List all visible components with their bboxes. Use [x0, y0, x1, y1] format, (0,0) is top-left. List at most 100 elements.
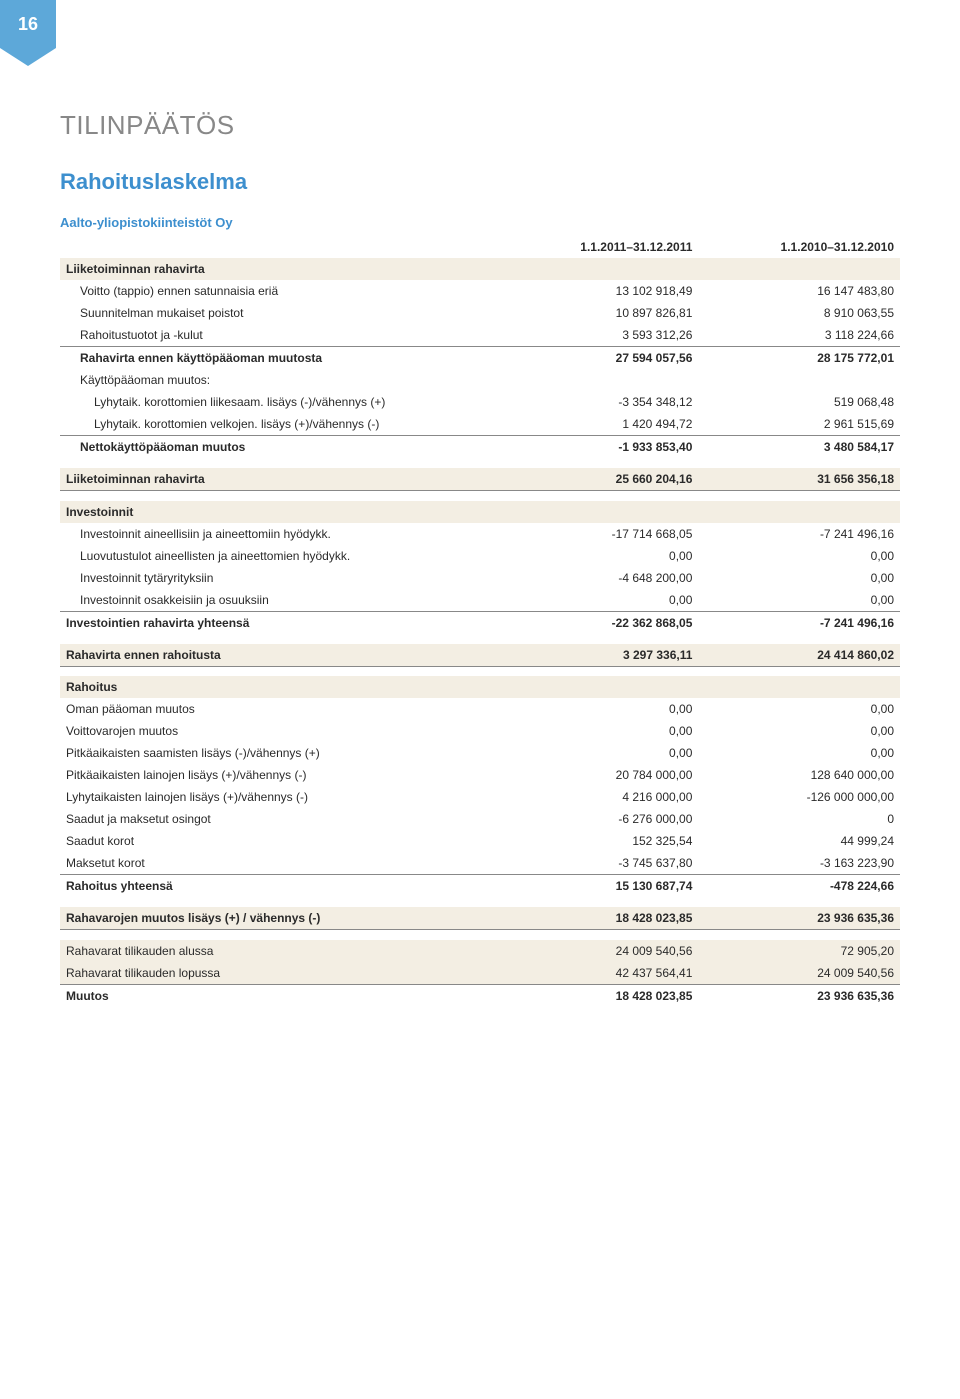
row-label: Pitkäaikaisten saamisten lisäys (-)/vähe…	[60, 742, 497, 764]
row-value-1: 152 325,54	[497, 830, 699, 852]
row-value-1: -17 714 668,05	[497, 523, 699, 545]
row-label: Pitkäaikaisten lainojen lisäys (+)/vähen…	[60, 764, 497, 786]
row-value-1: 13 102 918,49	[497, 280, 699, 302]
page-number: 16	[18, 14, 38, 35]
row-value-2: 23 936 635,36	[698, 984, 900, 1007]
row-value-1: 27 594 057,56	[497, 347, 699, 370]
row-value-1: 20 784 000,00	[497, 764, 699, 786]
table-row: Rahavirta ennen rahoitusta3 297 336,1124…	[60, 644, 900, 667]
report-subtitle: Rahoituslaskelma	[60, 169, 900, 195]
row-value-2: 0,00	[698, 567, 900, 589]
table-row: Maksetut korot-3 745 637,80-3 163 223,90	[60, 852, 900, 875]
row-value-1: 1 420 494,72	[497, 413, 699, 436]
table-row: Liiketoiminnan rahavirta	[60, 258, 900, 280]
table-row: Pitkäaikaisten lainojen lisäys (+)/vähen…	[60, 764, 900, 786]
table-row: Lyhytaik. korottomien liikesaam. lisäys …	[60, 391, 900, 413]
table-row: Nettokäyttöpääoman muutos-1 933 853,403 …	[60, 436, 900, 459]
row-value-1	[497, 501, 699, 523]
row-label: Saadut korot	[60, 830, 497, 852]
row-value-2: -3 163 223,90	[698, 852, 900, 875]
table-row: Liiketoiminnan rahavirta25 660 204,1631 …	[60, 468, 900, 491]
table-row: Luovutustulot aineellisten ja aineettomi…	[60, 545, 900, 567]
row-value-2: -126 000 000,00	[698, 786, 900, 808]
row-value-1: -6 276 000,00	[497, 808, 699, 830]
row-value-1: 4 216 000,00	[497, 786, 699, 808]
table-row: Saadut korot152 325,5444 999,24	[60, 830, 900, 852]
table-row: Rahoitustuotot ja -kulut3 593 312,263 11…	[60, 324, 900, 347]
row-value-1: 18 428 023,85	[497, 984, 699, 1007]
table-row: Voittovarojen muutos0,000,00	[60, 720, 900, 742]
col-header-label	[60, 236, 497, 258]
row-label: Investoinnit osakkeisiin ja osuuksiin	[60, 589, 497, 612]
row-value-1: 18 428 023,85	[497, 907, 699, 930]
table-row: Käyttöpääoman muutos:	[60, 369, 900, 391]
row-value-2: 0,00	[698, 698, 900, 720]
page-content: TILINPÄÄTÖS Rahoituslaskelma Aalto-yliop…	[0, 0, 960, 1057]
row-value-1: 3 297 336,11	[497, 644, 699, 667]
table-row: Lyhytaikaisten lainojen lisäys (+)/vähen…	[60, 786, 900, 808]
table-row	[60, 634, 900, 644]
col-header-period-1: 1.1.2011–31.12.2011	[497, 236, 699, 258]
cashflow-table: 1.1.2011–31.12.2011 1.1.2010–31.12.2010 …	[60, 236, 900, 1007]
row-value-1: 0,00	[497, 742, 699, 764]
row-label: Suunnitelman mukaiset poistot	[60, 302, 497, 324]
table-row: Voitto (tappio) ennen satunnaisia eriä13…	[60, 280, 900, 302]
row-label: Nettokäyttöpääoman muutos	[60, 436, 497, 459]
row-label: Rahavarojen muutos lisäys (+) / vähennys…	[60, 907, 497, 930]
page-number-tab: 16	[0, 0, 56, 48]
row-value-1: 25 660 204,16	[497, 468, 699, 491]
row-label: Rahavarat tilikauden lopussa	[60, 962, 497, 985]
row-value-1: -3 354 348,12	[497, 391, 699, 413]
row-value-2: 72 905,20	[698, 940, 900, 962]
table-row: Rahavarat tilikauden lopussa42 437 564,4…	[60, 962, 900, 985]
row-value-2	[698, 676, 900, 698]
row-value-2: 24 009 540,56	[698, 962, 900, 985]
table-row: Muutos18 428 023,8523 936 635,36	[60, 984, 900, 1007]
row-label: Investointien rahavirta yhteensä	[60, 611, 497, 634]
table-row: Oman pääoman muutos0,000,00	[60, 698, 900, 720]
col-header-period-2: 1.1.2010–31.12.2010	[698, 236, 900, 258]
row-value-1: -22 362 868,05	[497, 611, 699, 634]
row-label: Rahoitus yhteensä	[60, 875, 497, 898]
row-value-1: 0,00	[497, 698, 699, 720]
table-row: Rahavarat tilikauden alussa24 009 540,56…	[60, 940, 900, 962]
table-row: Investoinnit tytäryrityksiin-4 648 200,0…	[60, 567, 900, 589]
row-value-2: 128 640 000,00	[698, 764, 900, 786]
table-row: Lyhytaik. korottomien velkojen. lisäys (…	[60, 413, 900, 436]
table-row: Saadut ja maksetut osingot-6 276 000,000	[60, 808, 900, 830]
row-value-2: 8 910 063,55	[698, 302, 900, 324]
row-label: Rahavarat tilikauden alussa	[60, 940, 497, 962]
table-row: Investointien rahavirta yhteensä-22 362 …	[60, 611, 900, 634]
row-value-1: -4 648 200,00	[497, 567, 699, 589]
row-value-2	[698, 369, 900, 391]
row-label: Saadut ja maksetut osingot	[60, 808, 497, 830]
row-value-2: 0,00	[698, 742, 900, 764]
row-value-1: 0,00	[497, 589, 699, 612]
row-value-1: 0,00	[497, 545, 699, 567]
row-label: Käyttöpääoman muutos:	[60, 369, 497, 391]
row-value-1: 0,00	[497, 720, 699, 742]
row-value-1: 10 897 826,81	[497, 302, 699, 324]
table-row	[60, 930, 900, 940]
row-value-2: 23 936 635,36	[698, 907, 900, 930]
row-value-2	[698, 258, 900, 280]
row-value-1: 42 437 564,41	[497, 962, 699, 985]
table-row	[60, 491, 900, 501]
row-label: Lyhytaik. korottomien liikesaam. lisäys …	[60, 391, 497, 413]
table-row: Suunnitelman mukaiset poistot10 897 826,…	[60, 302, 900, 324]
row-value-2: 24 414 860,02	[698, 644, 900, 667]
row-label: Investoinnit	[60, 501, 497, 523]
table-row: Rahoitus yhteensä15 130 687,74-478 224,6…	[60, 875, 900, 898]
table-row: Rahoitus	[60, 676, 900, 698]
row-value-1: 3 593 312,26	[497, 324, 699, 347]
table-row	[60, 666, 900, 676]
row-label: Rahoitustuotot ja -kulut	[60, 324, 497, 347]
company-name: Aalto-yliopistokiinteistöt Oy	[60, 215, 900, 230]
row-value-2: -7 241 496,16	[698, 523, 900, 545]
row-label: Rahoitus	[60, 676, 497, 698]
row-label: Luovutustulot aineellisten ja aineettomi…	[60, 545, 497, 567]
row-label: Investoinnit aineellisiin ja aineettomii…	[60, 523, 497, 545]
row-value-2: 44 999,24	[698, 830, 900, 852]
row-value-2: -7 241 496,16	[698, 611, 900, 634]
row-label: Rahavirta ennen rahoitusta	[60, 644, 497, 667]
